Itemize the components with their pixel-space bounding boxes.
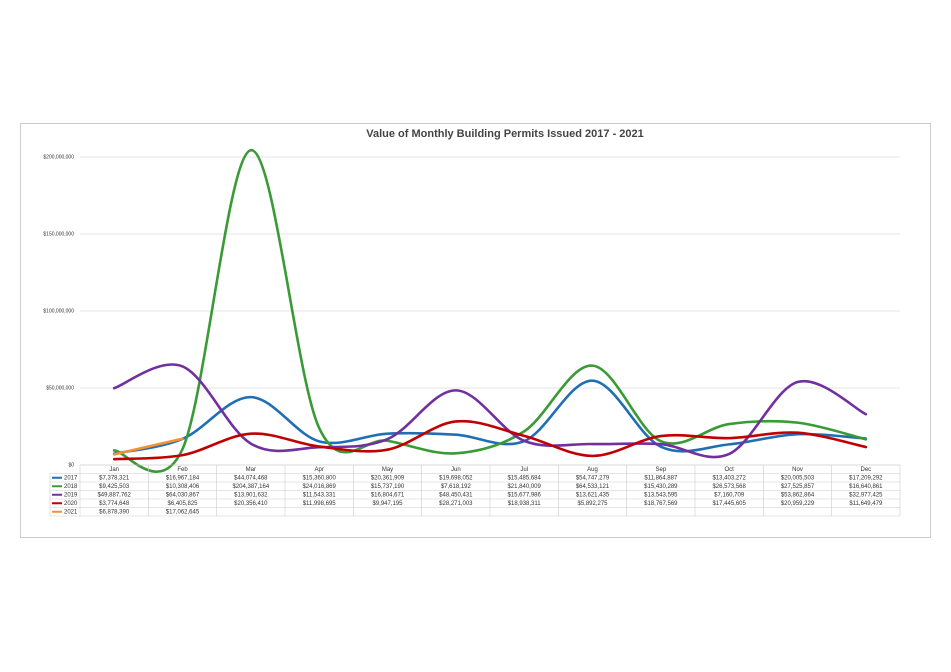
table-cell: $32,977,425 (849, 492, 883, 498)
legend-label: 2020 (64, 501, 78, 507)
legend-label: 2017 (64, 475, 78, 481)
x-tick-label: Sep (655, 467, 666, 473)
x-tick-label: May (382, 467, 393, 473)
x-tick-label: Apr (314, 467, 323, 473)
y-tick-label: $200,000,000 (43, 154, 74, 160)
table-cell: $44,074,468 (234, 475, 268, 481)
table-cell: $10,308,406 (166, 484, 200, 490)
x-tick-label: Feb (177, 467, 188, 473)
table-cell: $24,016,869 (302, 484, 336, 490)
legend-label: 2019 (64, 492, 78, 498)
table-cell: $27,525,857 (781, 484, 815, 490)
table-cell: $15,677,986 (507, 492, 541, 498)
table-cell: $48,450,431 (439, 492, 473, 498)
table-cell: $3,774,648 (99, 501, 130, 507)
x-tick-label: Oct (724, 467, 734, 473)
table-cell: $18,938,311 (508, 501, 542, 507)
table-cell: $64,533,121 (576, 484, 610, 490)
x-tick-label: Jan (109, 467, 119, 473)
y-tick-label: $0 (68, 462, 74, 468)
table-cell: $9,425,503 (99, 484, 130, 490)
table-cell: $13,621,435 (576, 492, 610, 498)
table-cell: $19,698,052 (439, 475, 473, 481)
table-cell: $15,485,684 (507, 475, 541, 481)
table-cell: $17,209,292 (849, 475, 883, 481)
table-cell: $16,804,671 (371, 492, 405, 498)
x-tick-label: Nov (792, 467, 803, 473)
series-line (112, 379, 868, 455)
table-cell: $49,887,762 (97, 492, 131, 498)
table-cell: $7,160,709 (714, 492, 745, 498)
table-cell: $16,967,184 (166, 475, 200, 481)
series-line (112, 437, 184, 456)
table-cell: $204,387,164 (232, 484, 269, 490)
table-cell: $15,360,800 (302, 475, 336, 481)
table-cell: $11,998,695 (303, 501, 337, 507)
series-line (112, 419, 868, 461)
x-tick-label: Mar (246, 467, 256, 473)
table-cell: $20,356,410 (234, 501, 268, 507)
y-tick-label: $150,000,000 (43, 231, 74, 237)
series-line (112, 148, 868, 473)
table-cell: $16,640,861 (849, 484, 883, 490)
table-cell: $11,649,479 (849, 501, 883, 507)
table-cell: $7,618,192 (441, 484, 472, 490)
table-cell: $13,403,272 (712, 475, 746, 481)
table-cell: $7,378,321 (99, 475, 130, 481)
table-cell: $6,405,825 (167, 501, 198, 507)
table-cell: $26,573,568 (712, 484, 746, 490)
table-cell: $21,840,009 (507, 484, 541, 490)
table-cell: $64,030,867 (166, 492, 200, 498)
table-cell: $28,271,003 (439, 501, 473, 507)
table-cell: $15,430,289 (644, 484, 678, 490)
legend-label: 2018 (64, 484, 78, 490)
y-tick-label: $50,000,000 (46, 385, 74, 391)
legend-label: 2021 (64, 509, 78, 515)
x-tick-label: Dec (860, 467, 871, 473)
table-cell: $20,361,909 (371, 475, 405, 481)
table-cell: $54,747,279 (576, 475, 610, 481)
table-cell: $17,062,645 (166, 509, 200, 515)
table-cell: $9,947,195 (372, 501, 403, 507)
chart-frame (20, 123, 931, 538)
table-cell: $13,901,632 (234, 492, 268, 498)
table-cell: $5,892,275 (577, 501, 608, 507)
table-cell: $20,005,503 (781, 475, 815, 481)
table-cell: $53,862,864 (781, 492, 815, 498)
table-cell: $15,737,190 (371, 484, 405, 490)
y-tick-label: $100,000,000 (43, 308, 74, 314)
table-cell: $6,878,390 (99, 509, 130, 515)
x-tick-label: Jul (520, 467, 528, 473)
table-cell: $18,767,569 (644, 501, 678, 507)
x-tick-label: Jun (451, 467, 461, 473)
table-cell: $17,445,605 (712, 501, 746, 507)
table-cell: $11,543,331 (303, 492, 337, 498)
table-cell: $13,543,595 (644, 492, 678, 498)
table-cell: $11,864,887 (644, 475, 678, 481)
chart-title: Value of Monthly Building Permits Issued… (366, 128, 644, 140)
x-tick-label: Aug (587, 467, 598, 473)
table-cell: $20,959,229 (781, 501, 815, 507)
